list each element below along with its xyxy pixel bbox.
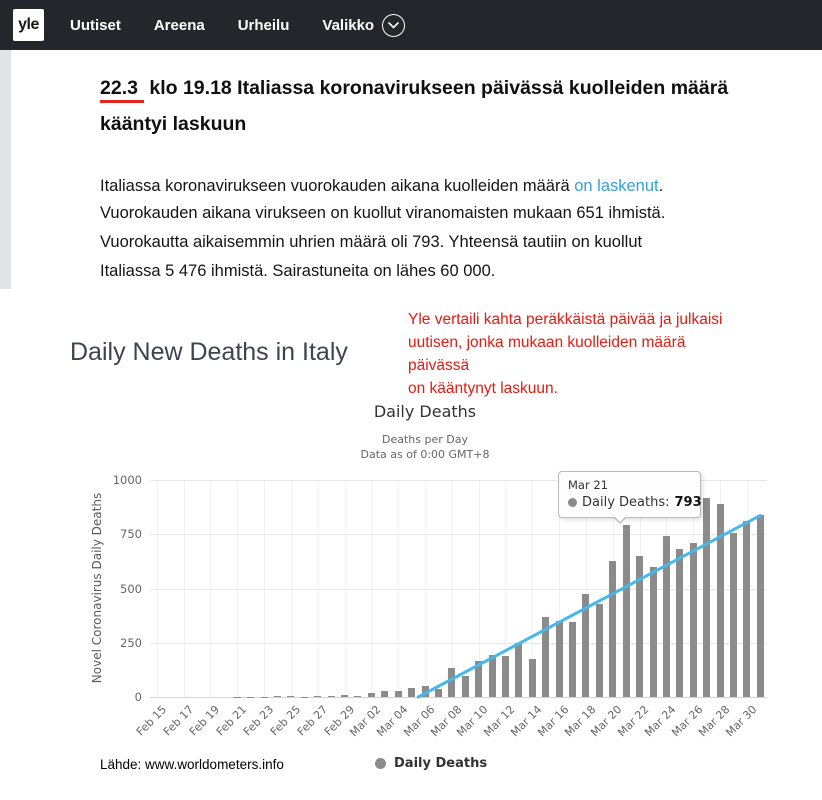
bar-mar-17[interactable] xyxy=(569,622,576,697)
bar-mar-15[interactable] xyxy=(542,617,550,697)
chart-subtitle-1: Deaths per Day xyxy=(382,433,468,446)
chart-subtitle-2: Data as of 0:00 GMT+8 xyxy=(360,448,490,461)
horizontal-gridline xyxy=(150,534,767,536)
nav-menu: Uutiset Areena Urheilu Valikko xyxy=(70,0,406,50)
chart-tooltip: Mar 21 Daily Deaths: 793 xyxy=(558,471,702,524)
horizontal-gridline xyxy=(150,642,767,644)
bar-mar-19[interactable] xyxy=(595,604,603,697)
annotation-line: on kääntynyt laskuun. xyxy=(408,380,558,397)
chevron-down-icon[interactable] xyxy=(382,13,406,37)
bar-feb-27[interactable] xyxy=(314,695,322,697)
source-credit: Lähde: www.worldometers.info xyxy=(100,757,284,772)
tooltip-value: 793 xyxy=(674,495,702,510)
bar-feb-22[interactable] xyxy=(247,696,255,698)
p1-link[interactable]: on laskenut xyxy=(574,176,659,195)
bar-mar-18[interactable] xyxy=(582,593,590,697)
legend-dot-icon xyxy=(375,758,386,769)
bar-mar-08[interactable] xyxy=(448,668,456,697)
headline-line2: kääntyi laskuun xyxy=(100,113,247,135)
bar-mar-05[interactable] xyxy=(408,688,416,697)
bar-mar-29[interactable] xyxy=(730,532,737,697)
bar-mar-27[interactable] xyxy=(703,497,711,697)
headline-line1: 22.3 klo 19.18 Italiassa koronavirukseen… xyxy=(100,70,760,106)
bar-feb-29[interactable] xyxy=(341,695,348,697)
bar-feb-28[interactable] xyxy=(327,696,335,697)
horizontal-gridline xyxy=(150,480,767,481)
bar-mar-26[interactable] xyxy=(689,542,697,697)
headline-date-underlined: 22.3 xyxy=(100,77,144,103)
bar-mar-13[interactable] xyxy=(515,642,523,698)
bar-mar-14[interactable] xyxy=(528,659,536,697)
annotation-line: Yle vertaili kahta peräkkäistä päivää ja… xyxy=(408,311,723,328)
series-dot-icon xyxy=(568,498,577,507)
bar-mar-09[interactable] xyxy=(461,676,469,697)
tooltip-row: Daily Deaths: 793 xyxy=(568,495,702,510)
p1-text: Italiassa koronavirukseen vuorokauden ai… xyxy=(100,176,575,195)
nav-item-label: Urheilu xyxy=(237,16,290,34)
bar-feb-25[interactable] xyxy=(287,696,295,697)
nav-item-label: Uutiset xyxy=(70,16,121,34)
bar-mar-01[interactable] xyxy=(354,695,362,697)
bar-feb-26[interactable] xyxy=(300,696,308,698)
bar-feb-24[interactable] xyxy=(273,696,281,697)
bar-mar-12[interactable] xyxy=(501,656,509,697)
bar-mar-04[interactable] xyxy=(394,690,402,697)
y-tick-label: 500 xyxy=(120,581,142,596)
bar-mar-25[interactable] xyxy=(676,548,684,697)
bar-mar-02[interactable] xyxy=(367,693,375,697)
p1-period: . xyxy=(658,176,664,195)
chart-title: Daily Deaths xyxy=(373,402,477,421)
bar-mar-22[interactable] xyxy=(636,555,644,697)
y-tick-label: 250 xyxy=(120,635,142,650)
bar-mar-31[interactable] xyxy=(756,515,764,697)
bar-mar-21[interactable] xyxy=(622,524,630,697)
nav-item-urheilu[interactable]: Urheilu xyxy=(238,17,290,34)
y-tick-label: 0 xyxy=(134,690,142,704)
paragraph-line: Vuorokauden aikana virukseen on kuollut … xyxy=(100,204,666,222)
nav-item-areena[interactable]: Areena xyxy=(154,17,205,34)
bar-mar-03[interactable] xyxy=(381,691,389,697)
x-axis-line xyxy=(150,697,767,698)
bar-feb-21[interactable] xyxy=(233,696,241,698)
horizontal-gridline xyxy=(150,588,767,590)
bar-mar-28[interactable] xyxy=(716,504,724,697)
top-navbar: yle Uutiset Areena Urheilu Valikko xyxy=(0,0,822,50)
bar-mar-16[interactable] xyxy=(555,621,563,697)
article-paragraph-2: Vuorokauden aikana virukseen on kuollut … xyxy=(100,199,740,286)
nav-item-uutiset[interactable]: Uutiset xyxy=(70,17,121,34)
yle-logo[interactable]: yle xyxy=(13,9,44,41)
tooltip-series-label: Daily Deaths: xyxy=(582,495,670,510)
page-left-strip xyxy=(0,50,11,289)
bar-mar-20[interactable] xyxy=(609,560,617,697)
paragraph-line: Vuorokautta aikaisemmin uhrien määrä oli… xyxy=(100,233,643,251)
nav-item-label: Areena xyxy=(153,16,205,34)
nav-item-valikko[interactable]: Valikko xyxy=(322,13,406,37)
bar-mar-07[interactable] xyxy=(434,689,442,697)
bar-mar-30[interactable] xyxy=(743,520,751,697)
headline-line1-rest: klo 19.18 Italiassa koronavirukseen päiv… xyxy=(143,77,729,99)
chart-legend[interactable]: Daily Deaths xyxy=(375,756,487,771)
bar-mar-24[interactable] xyxy=(662,535,670,697)
bar-mar-23[interactable] xyxy=(649,566,657,697)
article-headline: 22.3 klo 19.18 Italiassa koronavirukseen… xyxy=(100,70,760,142)
tooltip-date: Mar 21 xyxy=(568,478,608,492)
bar-mar-11[interactable] xyxy=(488,654,496,697)
annotation-line: uutisen, jonka mukaan kuolleiden määrä p… xyxy=(408,334,686,374)
bar-mar-06[interactable] xyxy=(421,686,429,697)
paragraph-line: Italiassa 5 476 ihmistä. Sairastuneita o… xyxy=(100,262,496,280)
article-paragraph-1: Italiassa koronavirukseen vuorokauden ai… xyxy=(100,172,740,200)
red-annotation-note: Yle vertaili kahta peräkkäistä päivää ja… xyxy=(408,308,728,400)
y-tick-label: 750 xyxy=(120,527,142,542)
legend-label: Daily Deaths xyxy=(394,756,488,771)
nav-item-label: Valikko xyxy=(322,16,375,34)
y-tick-label: 1000 xyxy=(112,473,142,487)
bar-feb-23[interactable] xyxy=(260,696,268,698)
bar-mar-10[interactable] xyxy=(475,660,483,697)
x-tick-label: Feb 15 xyxy=(133,703,169,739)
chart-section-title: Daily New Deaths in Italy xyxy=(70,338,348,366)
